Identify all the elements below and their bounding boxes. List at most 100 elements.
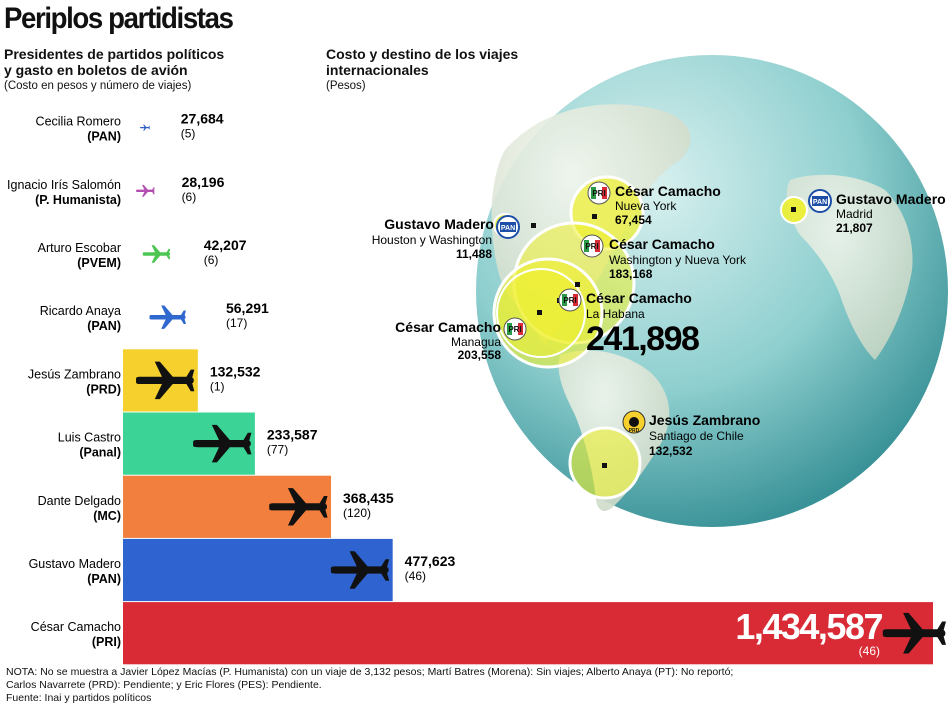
marker-madrid xyxy=(791,207,796,212)
airplane-icon xyxy=(882,612,946,654)
left-subtitle-line2: y gasto en boletos de avión xyxy=(4,62,188,78)
bar-label-name: Ricardo Anaya xyxy=(40,304,121,318)
marker-houston xyxy=(531,223,536,228)
bar-label-party: (PAN) xyxy=(87,572,121,586)
dest-value-1: 67,454 xyxy=(615,213,652,227)
data-label-value: 477,623 xyxy=(405,553,456,569)
prd-logo-icon: PRD xyxy=(622,410,646,434)
dest-name-1: César Camacho xyxy=(615,183,721,199)
data-label-value: 56,291 xyxy=(226,300,269,316)
bar-label-party: (MC) xyxy=(93,509,121,523)
airplane-icon xyxy=(136,361,195,400)
data-label-trips: (46) xyxy=(405,569,426,583)
svg-text:PRI: PRI xyxy=(592,189,605,198)
data-label-value: 42,207 xyxy=(204,237,247,253)
right-subtitle-line2: internacionales xyxy=(326,62,429,78)
svg-text:PRI: PRI xyxy=(508,325,521,334)
data-label-value: 368,435 xyxy=(343,490,394,506)
bar-label-name: Luis Castro xyxy=(58,431,121,445)
data-label-trips: (6) xyxy=(204,253,219,267)
right-subtitle-note: (Pesos) xyxy=(326,80,366,92)
svg-text:PAN: PAN xyxy=(501,225,515,232)
bar-label-name: Dante Delgado xyxy=(38,494,121,508)
dest-place-4: La Habana xyxy=(586,307,645,321)
bar-label-party: (PRD) xyxy=(86,382,121,396)
dest-name-6: Gustavo Madero xyxy=(836,191,946,207)
data-label-trips: (17) xyxy=(226,316,247,330)
dest-name-5: César Camacho xyxy=(395,319,501,335)
bar-label-party: (PVEM) xyxy=(77,256,121,270)
data-label-value: 27,684 xyxy=(181,111,224,127)
bar xyxy=(123,602,933,665)
marker-washington xyxy=(575,282,580,287)
svg-text:PAN: PAN xyxy=(813,199,827,206)
pri-logo-icon: PRI xyxy=(558,288,582,312)
dest-name-2: Gustavo Madero xyxy=(384,216,494,232)
dest-place-3: Washington y Nueva York xyxy=(609,253,747,267)
bar-label-party: (Panal) xyxy=(79,446,121,460)
marker-managua xyxy=(537,310,542,315)
dest-place-5: Managua xyxy=(451,335,501,349)
data-label-trips: (77) xyxy=(267,443,288,457)
bar xyxy=(142,245,171,263)
bar xyxy=(136,184,155,197)
airplane-icon xyxy=(269,488,328,526)
africa-europe-land xyxy=(786,174,913,360)
pan-logo-icon: PAN xyxy=(496,215,520,239)
dest-value-5: 203,558 xyxy=(458,348,502,362)
dest-place-7: Santiago de Chile xyxy=(649,429,744,443)
dest-value-7: 132,532 xyxy=(649,444,693,458)
data-label-trips: (46) xyxy=(859,644,880,658)
pri-logo-icon: PRI xyxy=(587,181,611,205)
airplane-icon xyxy=(330,551,390,589)
svg-text:PRD: PRD xyxy=(629,428,640,434)
bar-label-party: (PRI) xyxy=(92,635,121,649)
dest-value-4: 241,898 xyxy=(586,320,699,358)
data-label-trips: (5) xyxy=(181,127,196,141)
dest-place-1: Nueva York xyxy=(615,199,677,213)
bar-label-name: Gustavo Madero xyxy=(29,557,121,571)
bar-label-party: (PAN) xyxy=(87,130,121,144)
bar-label-name: Jesús Zambrano xyxy=(28,367,121,381)
bar-label-party: (PAN) xyxy=(87,319,121,333)
dest-value-3: 183,168 xyxy=(609,267,653,281)
marker-nueva-york xyxy=(592,214,597,219)
note-line2: Carlos Navarrete (PRD): Pendiente; y Eri… xyxy=(6,679,322,691)
dest-name-3: César Camacho xyxy=(609,236,715,252)
data-label-value: 233,587 xyxy=(267,427,318,443)
svg-text:PRI: PRI xyxy=(563,296,576,305)
pan-logo-icon: PAN xyxy=(808,189,832,213)
bar-label-name: César Camacho xyxy=(31,620,121,634)
page-title: Periplos partidistas xyxy=(4,2,234,35)
right-subtitle-line1: Costo y destino de los viajes xyxy=(326,46,519,62)
airplane-icon xyxy=(193,424,252,463)
bar-label-name: Ignacio Irís Salomón xyxy=(7,178,121,192)
data-label-value: 1,434,587 xyxy=(735,606,882,647)
dest-name-4: César Camacho xyxy=(586,290,692,306)
pri-logo-icon: PRI xyxy=(503,317,527,341)
note-line1: NOTA: No se muestra a Javier López Macía… xyxy=(6,666,734,678)
dest-name-7: Jesús Zambrano xyxy=(649,412,760,428)
data-label-value: 132,532 xyxy=(210,363,261,379)
left-subtitle-line1: Presidentes de partidos políticos xyxy=(4,46,225,62)
pri-logo-icon: PRI xyxy=(580,234,604,258)
dest-value-2: 11,488 xyxy=(456,247,492,261)
data-label-trips: (1) xyxy=(210,379,225,393)
note-line3: Fuente: Inai y partidos políticos xyxy=(6,692,152,704)
left-subtitle-note: (Costo en pesos y número de viajes) xyxy=(4,80,192,92)
bar xyxy=(149,305,186,329)
data-label-trips: (120) xyxy=(343,506,371,520)
bar xyxy=(140,124,150,131)
dest-place-2: Houston y Washington xyxy=(372,233,492,247)
data-label-trips: (6) xyxy=(182,190,197,204)
svg-text:PRI: PRI xyxy=(585,242,598,251)
marker-santiago xyxy=(602,463,607,468)
data-label-value: 28,196 xyxy=(182,174,225,190)
footnotes: NOTA: No se muestra a Javier López Macía… xyxy=(6,666,906,705)
dest-value-6: 21,807 xyxy=(836,221,873,235)
dest-place-6: Madrid xyxy=(836,207,873,221)
bar-label-party: (P. Humanista) xyxy=(35,193,121,207)
bar-label-name: Cecilia Romero xyxy=(36,115,121,129)
